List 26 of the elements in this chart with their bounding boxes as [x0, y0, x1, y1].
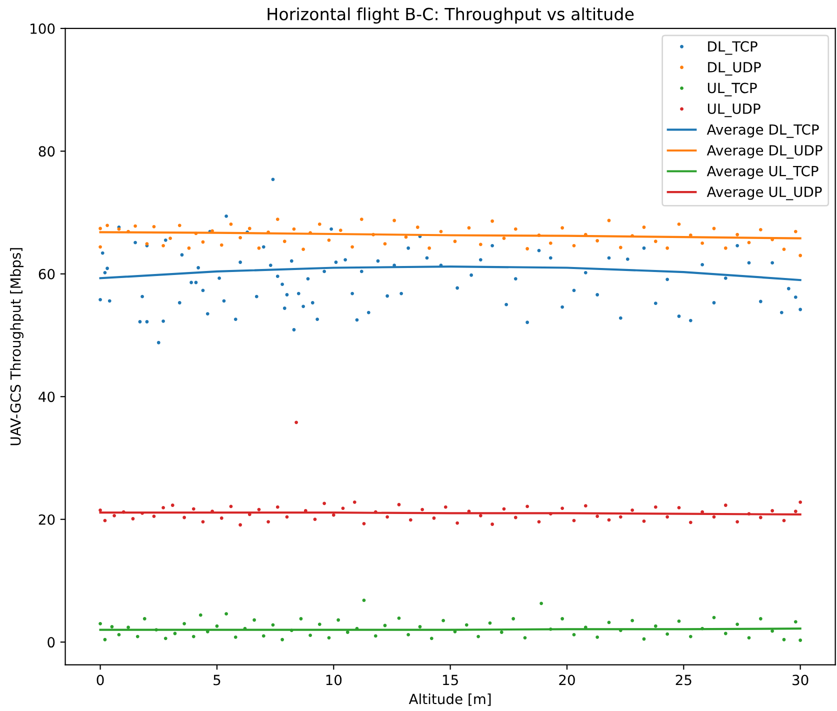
legend-label: Average UL_TCP	[706, 166, 818, 180]
legend-label: Average UL_UDP	[706, 186, 822, 200]
x-axis-title: Altitude [m]	[408, 694, 491, 706]
y-tick-label: 0	[48, 637, 55, 648]
x-tick-label: 30	[792, 674, 808, 686]
x-tick-label: 15	[442, 674, 458, 686]
legend-label: DL_UDP	[708, 62, 761, 76]
line-series	[99, 265, 802, 282]
x-tick-label: 0	[96, 674, 104, 686]
y-tick-label: 60	[38, 268, 55, 280]
line-series	[99, 231, 802, 240]
x-tick-label: 20	[559, 674, 575, 686]
legend-label: Average DL_UDP	[706, 145, 822, 159]
legend-label: UL_UDP	[708, 104, 760, 118]
y-tick-label: 80	[38, 146, 55, 157]
x-tick-label: 5	[214, 674, 220, 686]
legend-label: UL_TCP	[708, 82, 757, 96]
y-tick-label: 100	[30, 23, 55, 34]
legend-label: DL_TCP	[708, 41, 758, 55]
y-tick-label: 20	[38, 514, 55, 525]
chart-title: Horizontal flight B-C: Throughput vs altitude	[268, 7, 634, 24]
x-tick-label: 25	[676, 674, 692, 686]
x-tick-label: 10	[326, 674, 342, 686]
y-tick-label: 40	[38, 392, 55, 402]
legend-label: Average DL_TCP	[706, 124, 819, 138]
y-axis-title: UAV-GCS Throughput [Mbps]	[10, 248, 24, 446]
